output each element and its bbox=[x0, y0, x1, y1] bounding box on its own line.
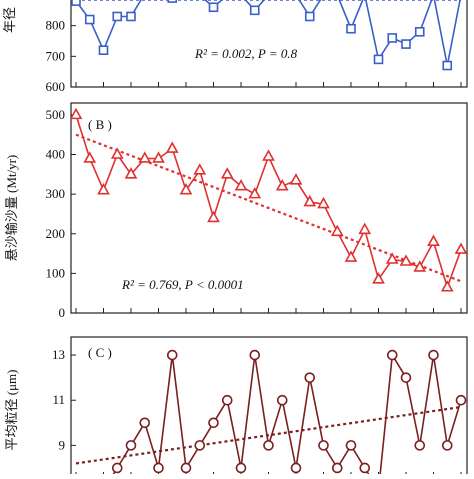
data-point bbox=[304, 11, 315, 22]
panel-c: 9 11 13 平均粒径 (μm) ( C ) bbox=[4, 336, 468, 478]
y-tick-label: 0 bbox=[59, 305, 66, 320]
data-point bbox=[290, 462, 302, 474]
y-tick-label: 700 bbox=[46, 48, 66, 63]
data-point bbox=[289, 173, 303, 185]
data-point bbox=[235, 462, 247, 474]
trend-line bbox=[75, 133, 462, 283]
data-point bbox=[249, 5, 260, 16]
data-point bbox=[427, 234, 440, 246]
data-point bbox=[124, 167, 138, 179]
data-point bbox=[344, 250, 358, 262]
data-point bbox=[345, 440, 357, 451]
data-point bbox=[387, 33, 398, 43]
data-point bbox=[372, 272, 385, 284]
data-point bbox=[413, 260, 427, 272]
data-point bbox=[71, 0, 81, 6]
data-point bbox=[248, 186, 262, 199]
data-point bbox=[455, 394, 467, 406]
data-point bbox=[318, 440, 329, 451]
data-point bbox=[179, 183, 193, 195]
data-point bbox=[414, 26, 425, 37]
data-point bbox=[207, 210, 220, 223]
y-tick-label: 13 bbox=[52, 347, 65, 362]
data-point bbox=[111, 462, 123, 474]
data-point bbox=[221, 394, 233, 406]
data-point bbox=[303, 194, 317, 207]
data-point bbox=[110, 147, 124, 159]
data-point bbox=[275, 179, 289, 191]
stat-annotation: R² = 0.002, P = 0.8 bbox=[194, 46, 298, 61]
data-point bbox=[386, 349, 398, 361]
data-point bbox=[98, 45, 109, 56]
data-point bbox=[262, 149, 275, 161]
data-point bbox=[194, 440, 206, 451]
data-point bbox=[440, 280, 454, 292]
data-point bbox=[84, 14, 95, 25]
y-tick-label: 600 bbox=[46, 79, 66, 94]
y-tick-label: 200 bbox=[46, 226, 66, 241]
data-point bbox=[400, 372, 412, 383]
data-layer bbox=[75, 349, 467, 477]
y-tick-label: 500 bbox=[46, 107, 66, 122]
data-point bbox=[385, 252, 399, 264]
data-point bbox=[442, 60, 453, 71]
y-tick-label: 400 bbox=[46, 147, 66, 162]
data-point bbox=[249, 349, 261, 361]
data-point bbox=[138, 151, 152, 163]
data-point bbox=[263, 440, 274, 451]
data-point bbox=[234, 179, 248, 191]
data-point bbox=[399, 254, 413, 266]
data-point bbox=[112, 11, 123, 22]
data-point bbox=[331, 462, 343, 474]
data-point bbox=[358, 222, 372, 235]
data-point bbox=[220, 167, 234, 179]
data-point bbox=[276, 394, 288, 406]
y-tick-label: 300 bbox=[46, 186, 66, 201]
data-point bbox=[152, 151, 165, 163]
data-point bbox=[165, 141, 179, 153]
data-point bbox=[454, 242, 467, 254]
data-point bbox=[346, 23, 356, 34]
panel-label: ( B ) bbox=[88, 117, 112, 132]
data-point bbox=[208, 2, 219, 13]
y-axis-label: 年径 bbox=[2, 7, 17, 33]
y-axis-label: 悬沙输沙量 (Mt/yr) bbox=[4, 155, 19, 262]
plot-frame bbox=[70, 336, 468, 478]
data-point bbox=[428, 349, 439, 361]
data-point bbox=[71, 107, 83, 120]
data-point bbox=[401, 39, 411, 49]
data-layer bbox=[71, 0, 461, 71]
data-point bbox=[167, 0, 178, 3]
panel-a: 600 700 800 年径 R² = 0.002, P = 0.8 bbox=[2, 0, 468, 94]
data-point bbox=[126, 11, 136, 22]
data-point bbox=[317, 196, 330, 209]
data-point bbox=[414, 440, 426, 451]
data-point bbox=[166, 349, 178, 361]
panel-b: 0 100 200 300 400 500 悬沙输沙量 (Mt/yr) ( B ) R² = 0… bbox=[4, 102, 468, 320]
panel-label: ( C ) bbox=[88, 345, 112, 360]
data-point bbox=[125, 440, 137, 451]
data-point bbox=[83, 151, 97, 163]
data-point bbox=[193, 163, 207, 175]
trend-line bbox=[75, 405, 462, 465]
y-tick-label: 11 bbox=[52, 392, 65, 407]
data-point bbox=[180, 462, 192, 474]
data-point bbox=[304, 372, 316, 383]
data-point bbox=[208, 417, 219, 429]
data-point bbox=[139, 417, 151, 429]
y-tick-label: 800 bbox=[46, 18, 66, 33]
data-point bbox=[330, 224, 344, 237]
data-point bbox=[441, 440, 453, 451]
data-point bbox=[373, 54, 384, 65]
data-point bbox=[97, 183, 110, 195]
stat-annotation: R² = 0.769, P < 0.0001 bbox=[121, 277, 244, 292]
y-axis-label: 平均粒径 (μm) bbox=[4, 370, 19, 451]
y-tick-label: 9 bbox=[59, 437, 66, 452]
data-layer bbox=[71, 107, 467, 292]
data-point bbox=[359, 462, 371, 474]
data-point bbox=[153, 462, 164, 474]
y-tick-label: 100 bbox=[46, 265, 66, 280]
